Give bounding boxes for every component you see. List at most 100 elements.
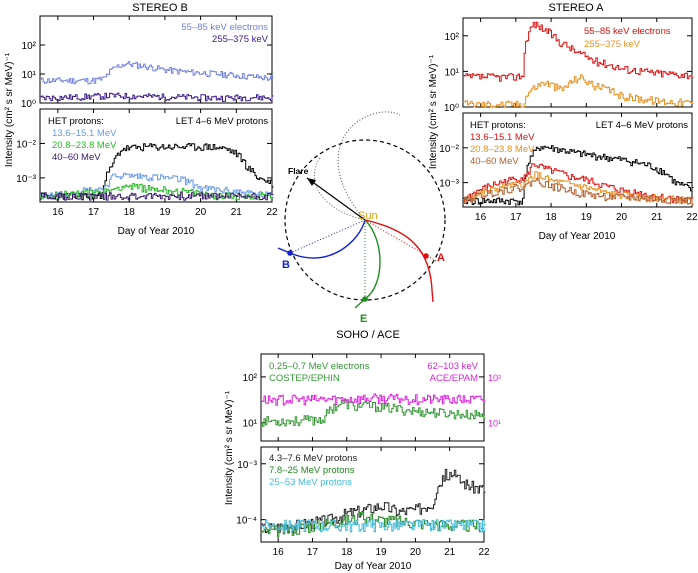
stereo-b-xlabel: Day of Year 2010 [118, 226, 195, 237]
soho-ace-upper-plot: 10¹ 10² 10¹ 10² [243, 354, 501, 441]
earth-label: E [360, 313, 367, 325]
x-tick-label: 21 [231, 207, 243, 218]
y-tick-label: 10² [445, 32, 460, 43]
stereo-b-spacecraft [287, 250, 293, 256]
series-line-0 [40, 61, 274, 85]
x-tick-label: 18 [546, 212, 558, 223]
series-line-0 [463, 145, 694, 206]
soho-ace-legend-epam: ACE/EPAM [430, 373, 478, 384]
series-line-1 [40, 92, 274, 102]
x-tick-label: 22 [686, 212, 698, 223]
series-line-1 [261, 393, 486, 406]
series-line-2 [40, 183, 274, 201]
y-tick-label: 10² [243, 373, 258, 384]
x-tick-label: 20 [195, 207, 207, 218]
x-tick-label: 21 [444, 547, 456, 558]
x-tick-label: 19 [581, 212, 593, 223]
stereo-a-lower-plot: 16 17 18 19 20 21 22 10⁻³ 10⁻² [439, 113, 698, 223]
right-y-tick-label: 10² [488, 373, 501, 383]
stereo-a-legend-13: 13.6–15.1 MeV [470, 132, 535, 143]
earth-marker [362, 296, 368, 302]
x-tick-label: 22 [266, 207, 278, 218]
y-tick-label: 10² [22, 41, 37, 52]
stereo-b-legend-title: HET protons: [48, 116, 104, 127]
stereo-b-label: B [282, 259, 290, 271]
flare-arrow [306, 177, 366, 221]
stereo-a-legend-255: 255–375 keV [584, 39, 641, 50]
y-tick-label: 10⁰ [444, 103, 459, 114]
stereo-b-ylabel: Intensity (cm² s sr MeV)⁻¹ [4, 52, 15, 167]
series-line-2 [463, 171, 694, 206]
soho-ace-lower-plot: 16 17 18 19 20 21 22 10⁻⁴ 10⁻³ [236, 447, 490, 558]
stereo-a-upper-plot: 10⁰ 10¹ 10² [444, 18, 694, 114]
x-tick-label: 19 [159, 207, 171, 218]
series-line-3 [463, 177, 694, 205]
soho-ace-legend-electrons: 0.25–0.7 MeV electrons [269, 361, 370, 372]
flare-arrow-head [307, 178, 316, 186]
earth-orbit-circle [284, 139, 446, 301]
x-tick-label: 19 [376, 547, 388, 558]
stereo-b-legend-40: 40–60 MeV [52, 152, 101, 163]
series-line-3 [40, 192, 274, 201]
stereo-b-upper-frame [39, 15, 273, 104]
stereo-b-lower-frame [39, 108, 273, 203]
soho-ace-legend-25: 25–53 MeV protons [269, 477, 352, 488]
y-tick-label: 10⁻³ [439, 179, 459, 190]
stereo-a-panel: STEREO A 10⁰ 10¹ 10² 16 17 18 19 20 21 22 10⁻³ 10⁻… [428, 2, 698, 242]
x-tick-label: 17 [307, 547, 319, 558]
stereo-a-lower-frame [462, 112, 693, 208]
stereo-b-lower-plot: 16 17 18 19 20 21 22 10⁻³ 10⁻² [16, 109, 278, 218]
x-tick-label: 17 [510, 212, 522, 223]
series-line-1 [261, 511, 486, 538]
soho-ace-xlabel: Day of Year 2010 [335, 561, 412, 572]
stereo-b-panel: STEREO B 10⁰ 10¹ 10² 16 17 18 19 20 21 22 10⁻³ 10⁻… [4, 2, 278, 237]
stereo-b-field-line [277, 219, 366, 259]
stereo-b-legend-electrons: 55–85 keV electrons [181, 22, 268, 33]
soho-ace-legend-costep: COSTEP/EPHIN [269, 373, 340, 384]
soho-ace-upper-frame [260, 353, 485, 442]
stereo-a-upper-frame [462, 17, 693, 108]
x-tick-label: 20 [410, 547, 422, 558]
y-tick-label: 10¹ [445, 67, 460, 78]
y-tick-label: 10⁻³ [16, 174, 36, 185]
orbit-diagram: Flare B E A Sun [277, 111, 446, 325]
stereo-a-legend-40: 40–60 MeV [470, 156, 519, 167]
series-line-2 [261, 519, 486, 533]
y-tick-label: 10⁻² [16, 139, 36, 150]
series-line-1 [463, 74, 694, 108]
stereo-a-sun-line [364, 219, 439, 263]
x-tick-label: 16 [475, 212, 487, 223]
soho-ace-ylabel: Intensity (cm² s sr MeV)⁻¹ [224, 390, 235, 505]
stereo-b-legend-255: 255–375 keV [212, 34, 269, 45]
x-tick-label: 17 [88, 207, 100, 218]
stereo-a-xlabel: Day of Year 2010 [539, 231, 616, 242]
series-line-0 [463, 21, 694, 82]
x-tick-label: 22 [478, 547, 490, 558]
soho-ace-legend-4: 4.3–7.6 MeV protons [269, 453, 357, 464]
soho-ace-panel: SOHO / ACE 10¹ 10² 10¹ 10² 16 17 18 19 20 21 22 10… [224, 329, 501, 572]
stereo-a-ylabel: Intensity (cm² s sr MeV)⁻¹ [428, 54, 439, 169]
x-tick-label: 16 [52, 207, 64, 218]
flare-label: Flare [288, 166, 309, 176]
stereo-a-label: A [437, 252, 445, 264]
y-tick-label: 10⁻³ [237, 460, 257, 471]
stereo-b-legend-20: 20.8–23.8 MeV [52, 140, 117, 151]
y-tick-label: 10⁻² [439, 144, 459, 155]
y-tick-label: 10¹ [243, 419, 258, 430]
stereo-b-upper-plot: 10⁰ 10¹ 10² [21, 16, 274, 110]
stereo-a-field-line [364, 219, 434, 303]
stereo-a-legend-20: 20.8–23.8 MeV [470, 144, 535, 155]
soho-ace-lower-frame [260, 446, 485, 543]
x-tick-label: 20 [616, 212, 628, 223]
y-tick-label: 10⁻⁴ [236, 516, 257, 527]
stereo-a-title: STEREO A [548, 2, 604, 14]
soho-ace-legend-epam-energy: 62–103 keV [427, 361, 478, 372]
x-tick-label: 21 [651, 212, 663, 223]
sun-label: Sun [358, 210, 378, 222]
stereo-a-legend-title: HET protons: [470, 120, 526, 131]
y-tick-label: 10¹ [22, 70, 37, 81]
soho-ace-legend-7: 7.8–25 MeV protons [269, 465, 355, 476]
stereo-b-legend-13: 13.6–15.1 MeV [52, 128, 117, 139]
right-y-tick-label: 10¹ [488, 419, 501, 429]
